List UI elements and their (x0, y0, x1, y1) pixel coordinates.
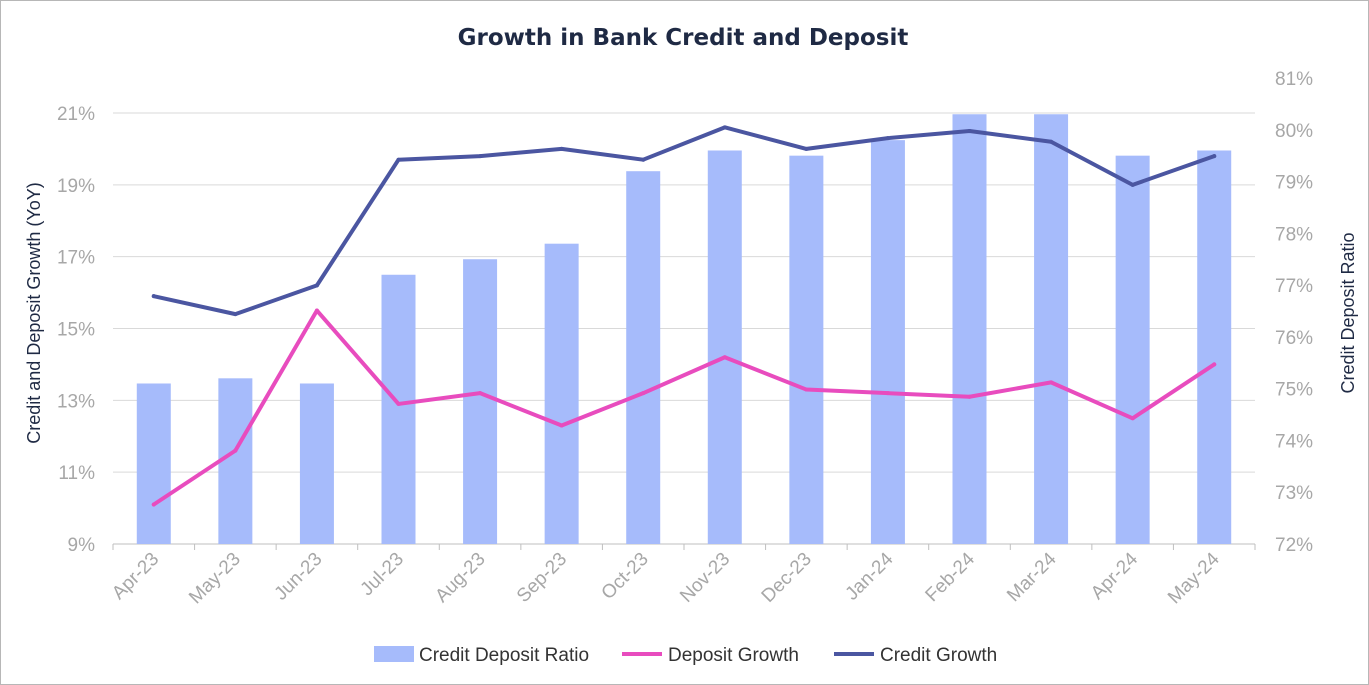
legend: Credit Deposit Ratio Deposit Growth Credit… (374, 645, 997, 666)
x-tick-label: Nov-23 (676, 549, 734, 607)
gridlines (112, 112, 1256, 550)
credit-growth-point (478, 154, 483, 159)
bar-credit-deposit-ratio (789, 155, 824, 544)
deposit-growth-point (559, 423, 564, 428)
x-tick-label: Apr-24 (1087, 548, 1142, 603)
credit-growth-point (1212, 154, 1217, 159)
x-tick-label: Mar-24 (1003, 548, 1061, 606)
x-tick-label: Dec-23 (758, 549, 816, 607)
x-tick-label: Sep-23 (513, 549, 571, 607)
bar-credit-deposit-ratio (218, 378, 253, 544)
bar-credit-deposit-ratio (1115, 155, 1150, 544)
line-series (151, 125, 1217, 507)
deposit-growth-point (151, 502, 156, 507)
x-tick-label: Jul-23 (357, 549, 408, 600)
left-tick-label: 11% (58, 463, 95, 484)
x-tick-label: May-24 (1164, 548, 1224, 608)
bar-credit-deposit-ratio (870, 140, 905, 544)
legend-label-credit-deposit-ratio: Credit Deposit Ratio (419, 645, 589, 666)
deposit-growth-point (478, 391, 483, 396)
left-tick-label: 15% (57, 320, 95, 341)
right-axis-label: Credit Deposit Ratio (1338, 232, 1358, 393)
legend-label-deposit-growth: Deposit Growth (668, 645, 799, 666)
left-tick-label: 13% (57, 391, 95, 412)
legend-swatch-credit-deposit-ratio (374, 646, 414, 662)
deposit-growth-point (314, 308, 319, 313)
right-tick-label: 73% (1275, 483, 1313, 504)
deposit-growth-point (1212, 362, 1217, 367)
credit-growth-point (396, 157, 401, 162)
x-tick-label: Jan-24 (842, 548, 898, 604)
credit-growth-point (641, 157, 646, 162)
right-tick-label: 78% (1275, 224, 1313, 245)
x-tick-label: Jun-23 (271, 549, 327, 605)
bar-credit-deposit-ratio (1197, 150, 1232, 544)
x-tick-label: Oct-23 (598, 549, 653, 604)
bar-credit-deposit-ratio (544, 243, 579, 544)
bar-credit-deposit-ratio (707, 150, 742, 544)
x-tick-label: May-23 (185, 549, 245, 609)
chart-title: Growth in Bank Credit and Deposit (458, 25, 909, 51)
right-axis-ticks: 72% 73% 74% 75% 76% 77% 78% 79% 80% 81% (1275, 69, 1313, 556)
deposit-growth-point (1049, 380, 1054, 385)
bar-credit-deposit-ratio (463, 259, 498, 544)
bar-credit-deposit-ratio (299, 383, 334, 544)
x-tick-label: Feb-24 (922, 548, 980, 606)
deposit-growth-point (1130, 416, 1135, 421)
deposit-growth-point (233, 448, 238, 453)
credit-growth-point (233, 312, 238, 317)
credit-growth-point (722, 125, 727, 130)
deposit-growth-point (885, 391, 890, 396)
credit-growth-point (151, 294, 156, 299)
credit-growth-point (967, 128, 972, 133)
x-axis-ticks: Apr-23 May-23 Jun-23 Jul-23 Aug-23 Sep-23 Oct-… (108, 548, 1224, 608)
credit-growth-point (1049, 139, 1054, 144)
right-tick-label: 79% (1275, 173, 1313, 194)
left-axis-label: Credit and Deposit Growth (YoY) (24, 182, 44, 443)
bar-credit-deposit-ratio (626, 171, 661, 544)
deposit-growth-point (967, 394, 972, 399)
credit-growth-point (559, 146, 564, 151)
right-tick-label: 72% (1275, 535, 1313, 556)
left-tick-label: 19% (57, 176, 95, 197)
credit-growth-point (1130, 182, 1135, 187)
right-tick-label: 74% (1275, 431, 1313, 452)
bar-credit-deposit-ratio (381, 274, 416, 544)
bar-credit-deposit-ratio (1034, 114, 1069, 544)
deposit-growth-line (151, 308, 1217, 507)
bar-series (136, 114, 1232, 544)
credit-growth-point (804, 146, 809, 151)
credit-growth-point (885, 136, 890, 141)
x-tick-label: Apr-23 (108, 549, 163, 604)
x-tick-label: Aug-23 (431, 549, 489, 607)
right-tick-label: 76% (1275, 328, 1313, 349)
legend-label-credit-growth: Credit Growth (880, 645, 997, 666)
credit-growth-point (314, 283, 319, 288)
deposit-growth-point (722, 355, 727, 360)
deposit-growth-point (804, 387, 809, 392)
left-tick-label: 17% (57, 248, 95, 269)
right-tick-label: 81% (1275, 69, 1313, 90)
right-tick-label: 80% (1275, 121, 1313, 142)
bar-credit-deposit-ratio (952, 114, 987, 544)
right-tick-label: 75% (1275, 380, 1313, 401)
right-tick-label: 77% (1275, 276, 1313, 297)
left-tick-label: 9% (68, 535, 96, 556)
left-axis-ticks: 9% 11% 13% 15% 17% 19% 21% (57, 104, 95, 556)
deposit-growth-point (396, 401, 401, 406)
left-tick-label: 21% (57, 104, 95, 125)
deposit-growth-point (641, 391, 646, 396)
credit-growth-line (151, 125, 1217, 317)
bar-credit-deposit-ratio (136, 383, 171, 544)
